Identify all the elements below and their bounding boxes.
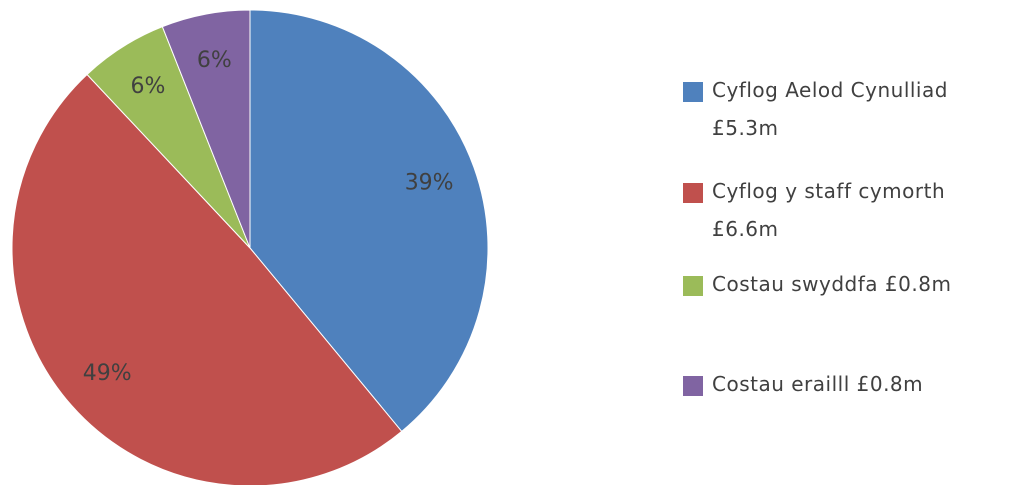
legend-item: Cyflog y staff cymorth £6.6m (683, 179, 1003, 248)
data-label: 49% (83, 361, 132, 386)
legend-item: Costau swyddfa £0.8m (683, 272, 1003, 303)
legend-swatch (683, 276, 703, 296)
pie: 39% 49% 6% 6% (11, 9, 489, 485)
legend-swatch (683, 183, 703, 203)
legend-swatch (683, 82, 703, 102)
pie-slice (11, 73, 403, 485)
legend-label: Cyflog Aelod Cynulliad £5.3m (712, 78, 948, 140)
legend-item: Costau eraill​l £0.8m (683, 372, 1003, 403)
legend-label: Costau swyddfa £0.8m (712, 272, 952, 296)
data-label: 6% (131, 74, 166, 99)
legend-label: Cyflog y staff cymorth £6.6m (712, 179, 946, 241)
legend-swatch (683, 376, 703, 396)
pie-slice (161, 9, 251, 249)
data-label: 6% (197, 48, 232, 73)
data-label: 39% (405, 171, 454, 196)
legend-label: Costau eraill​l £0.8m (712, 372, 924, 396)
pie-slice (249, 9, 489, 433)
legend-item: Cyflog Aelod Cynulliad £5.3m (683, 78, 1003, 147)
